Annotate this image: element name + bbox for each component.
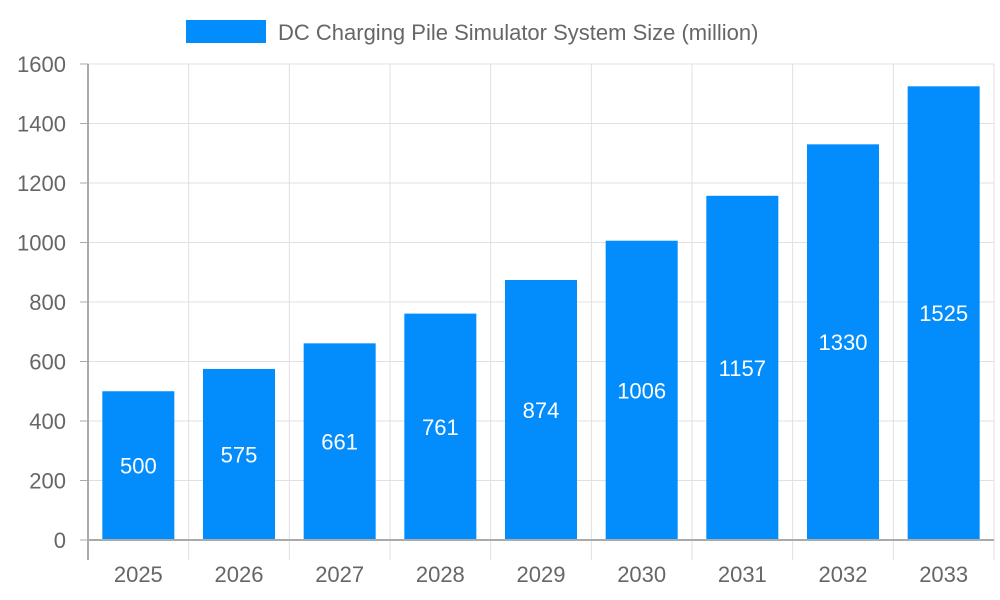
- data-label: 500: [120, 454, 157, 479]
- x-tick-label: 2026: [215, 562, 264, 587]
- x-tick-label: 2027: [315, 562, 364, 587]
- x-tick-label: 2029: [517, 562, 566, 587]
- x-tick-label: 2033: [919, 562, 968, 587]
- x-tick-label: 2031: [718, 562, 767, 587]
- axes: 0 200 400 600 800 1000 1200 1400 1600 2025 2026 202…: [17, 52, 994, 587]
- data-label: 1330: [819, 330, 868, 355]
- y-tick-label: 400: [29, 409, 66, 434]
- bars: 500 575 661 761 874 1006 1157 1330 1525: [102, 86, 980, 541]
- data-label: 661: [321, 430, 358, 455]
- bar: [505, 279, 577, 540]
- data-label: 575: [221, 442, 258, 467]
- x-tick-label: 2025: [114, 562, 163, 587]
- x-tick-label: 2030: [617, 562, 666, 587]
- y-tick-label: 1000: [17, 231, 66, 256]
- y-tick-label: 800: [29, 290, 66, 315]
- legend: DC Charging Pile Simulator System Size (…: [186, 20, 758, 45]
- bar: [303, 343, 376, 540]
- x-tick-label: 2032: [819, 562, 868, 587]
- data-label: 1006: [617, 378, 666, 403]
- legend-label: DC Charging Pile Simulator System Size (…: [278, 20, 758, 45]
- y-tick-label: 0: [54, 528, 66, 553]
- data-label: 1525: [919, 301, 968, 326]
- bar: [605, 240, 678, 540]
- y-tick-label: 600: [29, 350, 66, 375]
- data-label: 761: [422, 415, 459, 440]
- data-label: 874: [523, 398, 560, 423]
- x-tick-label: 2028: [416, 562, 465, 587]
- bar: [706, 195, 779, 541]
- bar: [807, 144, 879, 540]
- bar: [404, 313, 477, 540]
- bar: [102, 391, 175, 540]
- y-tick-label: 1200: [17, 171, 66, 196]
- bar: [907, 86, 980, 540]
- y-tick-label: 1600: [17, 52, 66, 77]
- legend-swatch: [186, 20, 266, 43]
- bar: [203, 368, 275, 540]
- data-label: 1157: [719, 356, 766, 381]
- y-tick-label: 200: [29, 469, 66, 494]
- y-tick-label: 1400: [17, 112, 66, 137]
